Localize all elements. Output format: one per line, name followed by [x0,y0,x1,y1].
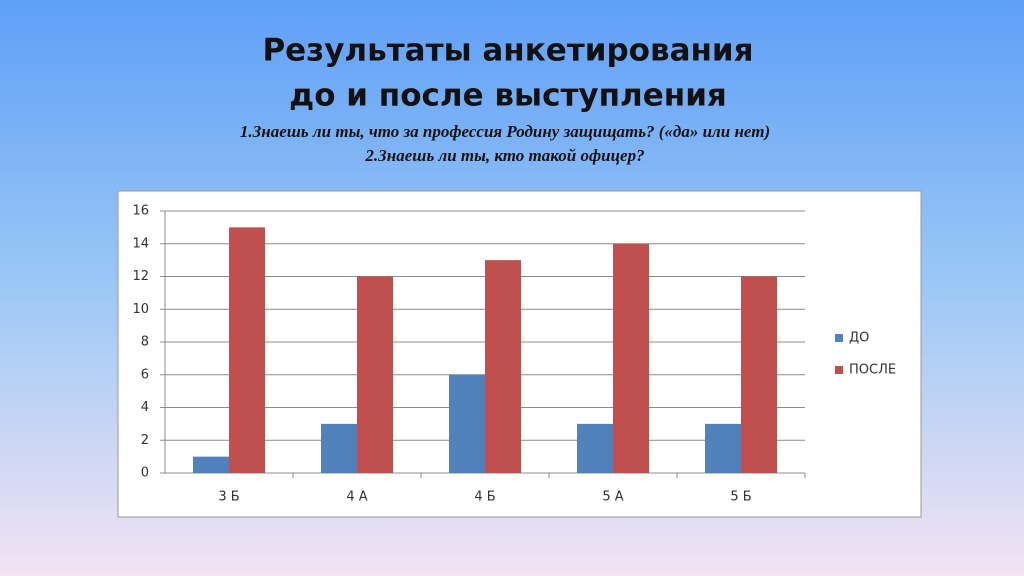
bar [321,423,357,473]
y-tick-label: 0 [141,466,149,481]
subtitle: 2.Знаешь ли ты, кто такой офицер? [364,146,644,165]
legend-label: ПОСЛЕ [849,363,896,378]
y-tick-label: 6 [141,367,149,382]
legend-swatch [835,334,843,342]
subtitle: 1.Знаешь ли ты, что за профессия Родину … [240,122,770,141]
bar [705,423,741,473]
bar [357,276,393,473]
bar [577,423,613,473]
bar [485,260,521,473]
y-tick-label: 10 [132,302,149,317]
title: Результаты анкетирования [262,33,753,69]
bar [449,374,485,473]
x-tick-label: 3 Б [218,490,239,505]
title: до и после выступления [289,78,727,114]
y-tick-label: 16 [132,204,149,219]
bar [229,227,265,473]
bar [613,243,649,473]
y-tick-label: 4 [141,400,149,415]
y-tick-label: 14 [132,236,149,251]
x-tick-label: 4 А [346,490,367,505]
bar [741,276,777,473]
legend-swatch [835,366,843,374]
bar [193,456,229,473]
x-tick-label: 5 Б [730,490,751,505]
y-tick-label: 8 [141,335,149,350]
y-tick-label: 12 [132,269,149,284]
legend-label: ДО [849,331,869,346]
y-tick-label: 2 [141,433,149,448]
x-tick-label: 4 Б [474,490,495,505]
x-tick-label: 5 А [602,490,623,505]
